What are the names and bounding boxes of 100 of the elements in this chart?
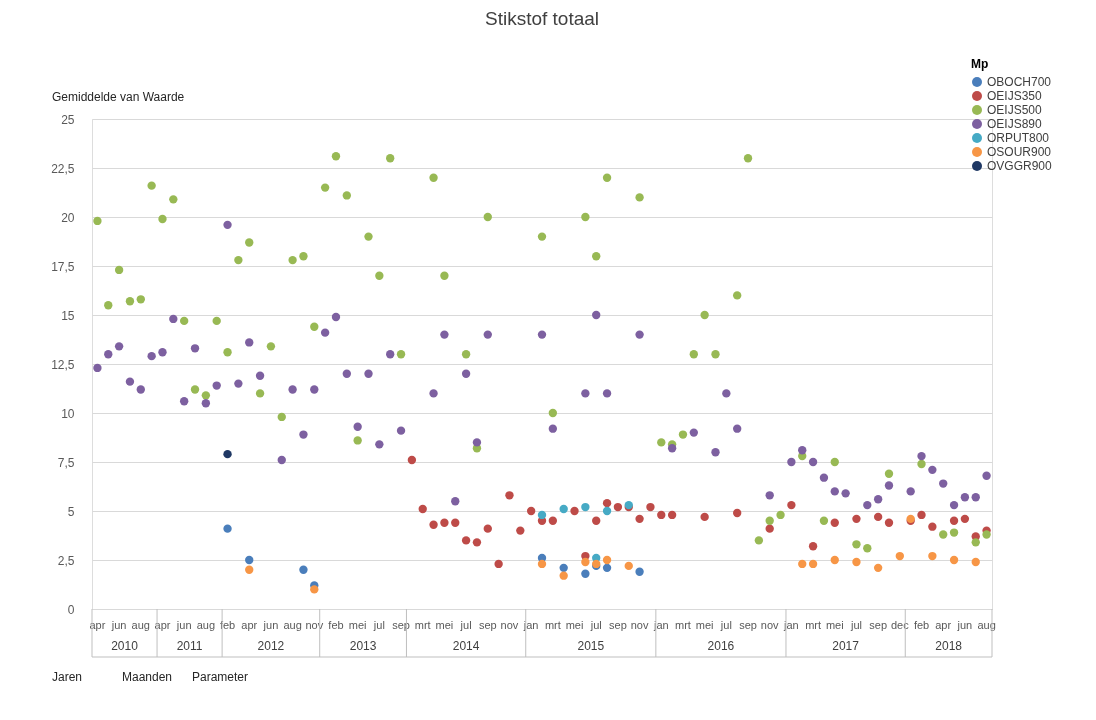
point bbox=[592, 516, 601, 525]
x-tick-label: mei bbox=[435, 619, 454, 631]
y-tick-label: 20 bbox=[61, 210, 75, 225]
point bbox=[581, 557, 590, 567]
text: 2018 bbox=[935, 639, 963, 653]
point bbox=[949, 516, 959, 525]
point bbox=[808, 559, 818, 569]
point bbox=[581, 502, 590, 512]
x-tick-label: jan bbox=[783, 619, 799, 631]
point bbox=[299, 565, 308, 574]
point bbox=[570, 506, 579, 516]
point bbox=[516, 526, 525, 535]
point bbox=[526, 506, 536, 516]
text: Maanden bbox=[122, 670, 173, 684]
x-tick-label: nov bbox=[630, 619, 649, 631]
x-tick-label: mei bbox=[348, 619, 367, 631]
text: 2017 bbox=[832, 639, 860, 653]
point bbox=[798, 559, 807, 569]
x-tick-label: apr bbox=[241, 619, 258, 631]
point bbox=[917, 510, 926, 520]
point bbox=[949, 555, 959, 565]
point bbox=[895, 551, 905, 561]
x-tick-label: jul bbox=[459, 619, 472, 631]
point bbox=[548, 516, 558, 525]
legend-label: OEIJS500 bbox=[987, 103, 1043, 117]
x-tick-label: mei bbox=[565, 619, 584, 631]
point bbox=[602, 506, 612, 516]
legend-label: OEIJS890 bbox=[987, 117, 1043, 131]
text: 2014 bbox=[452, 639, 480, 653]
text: 2012 bbox=[257, 639, 285, 653]
x-tick-label: mrt bbox=[805, 619, 822, 631]
y-tick-label: 7,5 bbox=[57, 455, 75, 470]
y-tick-label: 5 bbox=[67, 504, 75, 519]
legend-label: OVGGR900 bbox=[987, 159, 1053, 173]
text: 2015 bbox=[577, 639, 605, 653]
point bbox=[602, 563, 612, 573]
point bbox=[635, 567, 644, 576]
x-tick-label: sep bbox=[739, 619, 757, 631]
point bbox=[581, 569, 590, 578]
point bbox=[461, 536, 471, 545]
point bbox=[830, 555, 839, 565]
point bbox=[559, 571, 568, 580]
point bbox=[852, 557, 861, 567]
x-tick-label: sep bbox=[392, 619, 410, 631]
x-tick-label: nov bbox=[305, 619, 324, 631]
point bbox=[873, 563, 883, 573]
x-tick-label: feb bbox=[219, 619, 236, 631]
text: Gemiddelde van Waarde bbox=[52, 90, 185, 104]
x-tick-label: apr bbox=[935, 619, 952, 631]
point bbox=[635, 514, 644, 524]
point bbox=[700, 512, 709, 522]
x-tick-label: mei bbox=[825, 619, 844, 631]
chart-title: Stikstof totaal bbox=[484, 8, 600, 29]
x-tick-label: jul bbox=[372, 619, 385, 631]
point bbox=[310, 585, 319, 594]
x-tick-label: sep bbox=[609, 619, 627, 631]
x-tick-label: jul bbox=[719, 619, 732, 631]
y-tick-label: 10 bbox=[61, 406, 75, 421]
y-tick-label: 25 bbox=[61, 112, 75, 127]
x-tick-label: aug bbox=[131, 619, 150, 631]
point bbox=[602, 498, 612, 508]
point bbox=[537, 559, 547, 569]
x-tick-label: jul bbox=[849, 619, 862, 631]
x-tick-label: nov bbox=[500, 619, 519, 631]
x-tick-label: aug bbox=[977, 619, 996, 631]
legend-title: Mp bbox=[971, 57, 989, 71]
x-tick-label: mrt bbox=[414, 619, 431, 631]
point bbox=[537, 510, 547, 520]
x-tick-label: nov bbox=[760, 619, 780, 631]
point bbox=[602, 555, 612, 565]
x-tick-label: mrt bbox=[675, 619, 691, 631]
x-tick-label: sep bbox=[869, 619, 888, 631]
x-tick-label: mei bbox=[695, 619, 714, 631]
text: Jaren bbox=[52, 670, 83, 684]
y-tick-label: 12,5 bbox=[51, 357, 75, 372]
text: 2013 bbox=[349, 639, 377, 653]
x-tick-label: jun bbox=[110, 619, 127, 631]
legend-label: OSOUR900 bbox=[987, 145, 1052, 159]
point bbox=[765, 524, 774, 533]
x-tick-label: feb bbox=[913, 619, 930, 631]
point bbox=[667, 510, 677, 520]
legend-label: ORPUT800 bbox=[987, 131, 1050, 145]
text: Parameter bbox=[192, 670, 249, 684]
point bbox=[505, 491, 514, 500]
x-tick-label: jul bbox=[589, 619, 602, 631]
point bbox=[223, 524, 232, 533]
point bbox=[613, 502, 623, 512]
point bbox=[733, 508, 742, 518]
point bbox=[787, 500, 796, 510]
x-tick-label: jan bbox=[652, 619, 669, 631]
y-tick-label: 0 bbox=[67, 602, 75, 617]
point bbox=[928, 551, 937, 561]
point bbox=[657, 510, 666, 520]
y-tick-label: 15 bbox=[61, 308, 75, 323]
x-tick-label: apr bbox=[154, 619, 171, 631]
x-tick-label: jun bbox=[262, 619, 279, 631]
x-tick-label: jan bbox=[522, 619, 539, 631]
x-tick-label: jun bbox=[175, 619, 192, 631]
point bbox=[245, 565, 254, 574]
point bbox=[559, 563, 568, 573]
